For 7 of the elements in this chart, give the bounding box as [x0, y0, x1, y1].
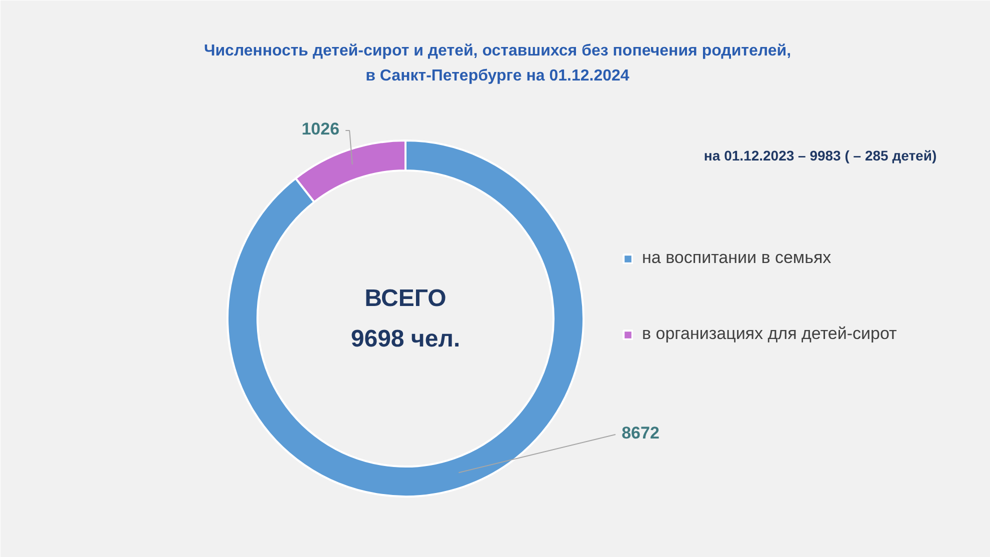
chart-title: Численность детей-сирот и детей, оставшихся без попечения родителей, в Санкт-Петербурге на 01.12.2024	[204, 42, 792, 84]
legend-label: на воспитании в семьях	[642, 248, 832, 268]
text: ВСЕГО 9698 чел.	[350, 284, 460, 352]
data-label: 1026	[302, 120, 340, 138]
data-label: 8672	[622, 424, 660, 442]
legend-label: в организациях для детей-сирот	[642, 324, 897, 344]
text: на 01.12.2023 – 9983 ( – 285 детей)	[704, 148, 937, 164]
